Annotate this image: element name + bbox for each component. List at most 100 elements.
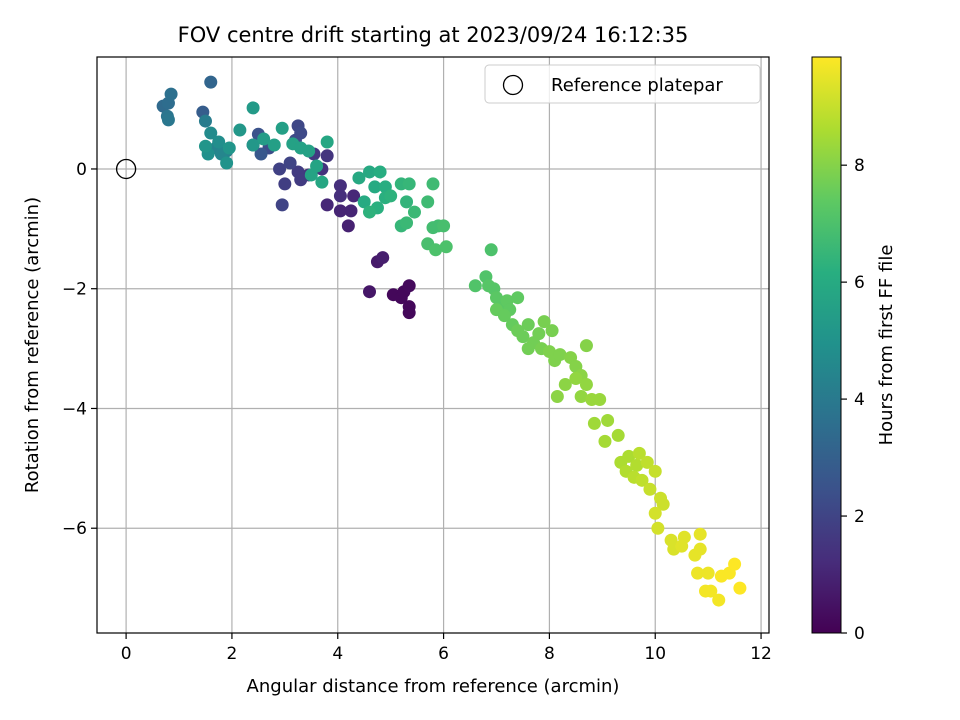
scatter-point (516, 330, 530, 344)
scatter-point (648, 464, 662, 478)
scatter-point (426, 177, 440, 191)
scatter-point (310, 159, 324, 173)
scatter-point (521, 342, 535, 356)
scatter-point (333, 189, 347, 203)
legend-marker-reference (502, 74, 524, 96)
scatter-point (598, 434, 612, 448)
scatter-point (273, 162, 287, 176)
scatter-point (246, 138, 260, 152)
scatter-point (593, 392, 607, 406)
scatter-point (220, 156, 234, 170)
colorbar-tick-label: 4 (854, 390, 865, 410)
scatter-point (691, 566, 705, 580)
scatter-point (400, 216, 414, 230)
scatter-point (733, 581, 747, 595)
x-axis-label: Angular distance from reference (arcmin) (247, 676, 620, 697)
scatter-point (275, 198, 289, 212)
scatter-point (439, 240, 453, 254)
scatter-point (402, 306, 416, 320)
colorbar-ticks: 0 2 4 6 8 (841, 156, 865, 644)
scatter-point (558, 378, 572, 392)
scatter-point (357, 195, 371, 209)
x-tick-label: 10 (644, 644, 666, 664)
scatter-point (693, 527, 707, 541)
scatter-point (643, 482, 657, 496)
x-tick-label: 12 (750, 644, 772, 664)
scatter-point (553, 348, 567, 362)
scatter-point (677, 530, 691, 544)
scatter-point (315, 175, 329, 189)
scatter-point (363, 165, 377, 179)
scatter-point (246, 101, 260, 115)
colorbar-tick-label: 2 (854, 507, 865, 527)
scatter-point (384, 189, 398, 203)
scatter-point (437, 219, 451, 233)
scatter-point (363, 205, 377, 219)
scatter-point (402, 177, 416, 191)
scatter-point (532, 327, 546, 341)
scatter-point (511, 291, 525, 305)
scatter-point (407, 205, 421, 219)
scatter-point (275, 121, 289, 135)
scatter-point (429, 243, 443, 257)
scatter-point (579, 378, 593, 392)
scatter-point (601, 413, 615, 427)
x-tick-label: 6 (438, 644, 449, 664)
scatter-point (484, 243, 498, 257)
scatter-point (347, 189, 361, 203)
scatter-point (651, 521, 665, 535)
scatter-point (368, 180, 382, 194)
x-tick-label: 0 (121, 644, 132, 664)
scatter-point (341, 219, 355, 233)
plot-area: 0 2 4 6 8 10 12 −6 −4 −2 0 (62, 56, 772, 664)
scatter-point (198, 114, 212, 128)
colorbar-tick-label: 8 (854, 156, 865, 176)
scatter-point (521, 318, 535, 332)
scatter-point (545, 324, 559, 338)
scatter-point (320, 198, 334, 212)
scatter-point (701, 566, 715, 580)
scatter-point (468, 279, 482, 293)
scatter-point (333, 204, 347, 218)
scatter-point (222, 141, 236, 155)
x-tick-label: 8 (544, 644, 555, 664)
y-tick-label: −4 (62, 399, 87, 419)
x-tick-label: 4 (332, 644, 343, 664)
scatter-point (320, 135, 334, 149)
scatter-point (400, 195, 414, 209)
scatter-point (376, 251, 390, 265)
y-tick-label: 0 (76, 160, 87, 180)
reference-marker (115, 158, 137, 180)
colorbar-tick-label: 6 (854, 273, 865, 293)
scatter-point (550, 389, 564, 403)
scatter-point (294, 173, 308, 187)
scatter-point (632, 446, 646, 460)
y-tick-label: −6 (62, 519, 87, 539)
legend: Reference platepar (484, 64, 761, 104)
scatter-point (497, 309, 511, 323)
scatter-point (579, 339, 593, 353)
chart-title: FOV centre drift starting at 2023/09/24 … (178, 23, 689, 47)
scatter-point (630, 458, 644, 472)
legend-label-reference: Reference platepar (551, 75, 723, 96)
scatter-point (254, 147, 268, 161)
colorbar-gradient (811, 56, 842, 634)
scatter-point (283, 156, 297, 170)
y-axis-label: Rotation from reference (arcmin) (22, 197, 43, 493)
scatter-point (333, 179, 347, 193)
scatter-point (587, 416, 601, 430)
scatter-point (635, 473, 649, 487)
scatter-point (656, 497, 670, 511)
scatter-point (728, 557, 742, 571)
scatter-point (257, 132, 271, 146)
legend-box (484, 64, 761, 104)
scatter-point (421, 195, 435, 209)
scatter-point (537, 315, 551, 329)
scatter-point (611, 428, 625, 442)
scatter-point (164, 87, 178, 101)
scatter-point (233, 123, 247, 137)
scatter-point (267, 138, 281, 152)
y-tick-label: −2 (62, 280, 87, 300)
y-axis-ticks: −6 −4 −2 0 (62, 160, 97, 539)
